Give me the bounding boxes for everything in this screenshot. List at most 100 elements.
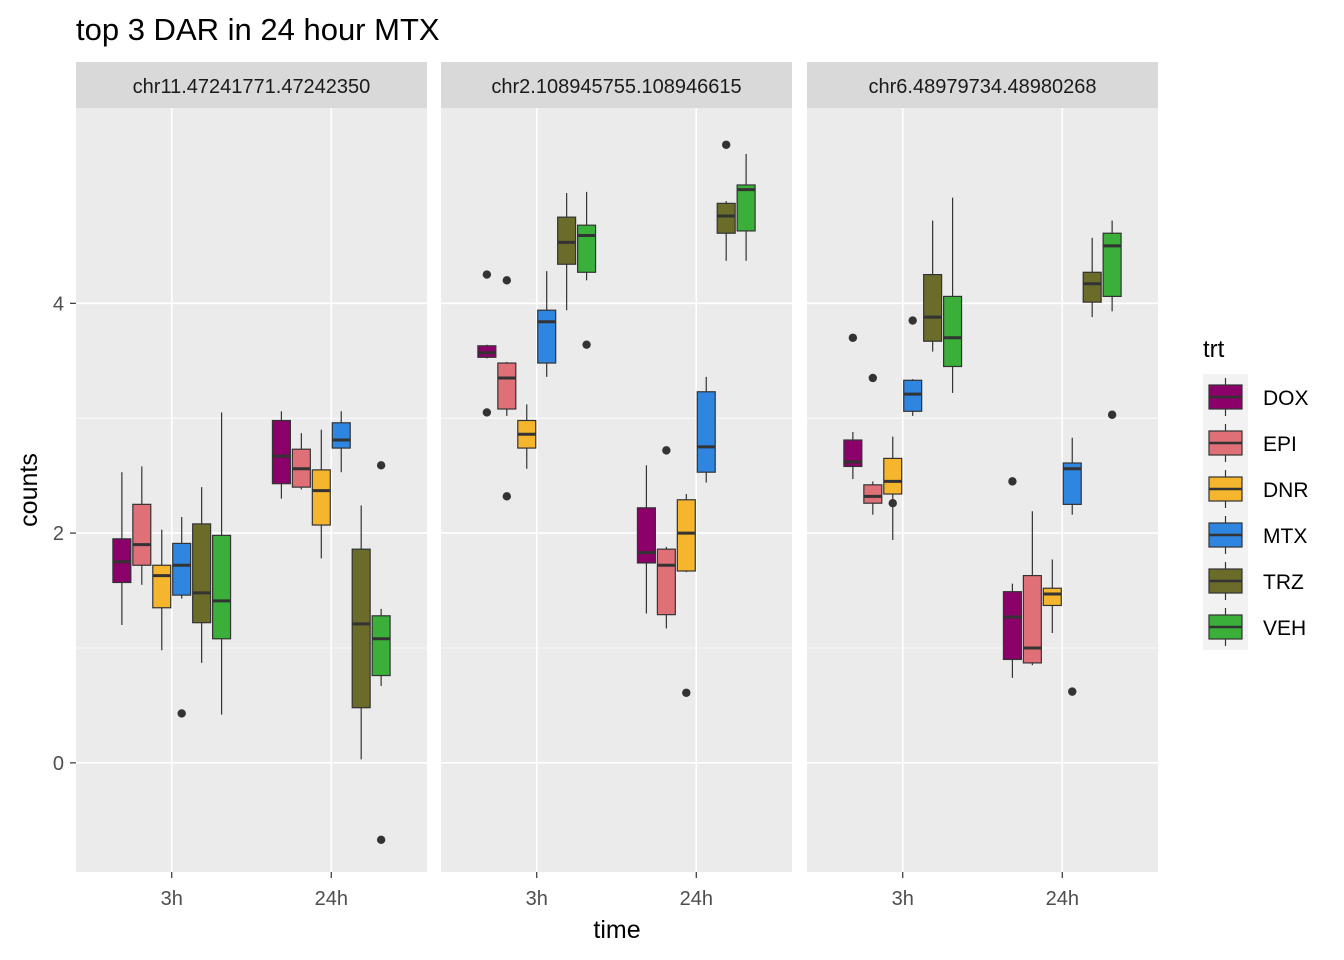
box-trz — [351, 505, 371, 760]
legend-label: TRZ — [1263, 571, 1304, 594]
facet-strip — [807, 62, 1158, 108]
y-tick-label: 0 — [53, 753, 64, 775]
box-body — [736, 184, 756, 232]
box-body — [172, 542, 192, 596]
box-body — [311, 469, 331, 526]
y-tick-label: 4 — [53, 293, 64, 315]
box-body — [192, 523, 212, 624]
box-veh — [1102, 220, 1122, 419]
box-body — [656, 548, 676, 616]
box-epi — [863, 373, 883, 515]
box-body — [212, 534, 232, 640]
x-tick-label: 24h — [680, 888, 713, 910]
box-trz — [1082, 237, 1102, 318]
outlier-point — [662, 446, 671, 455]
box-body — [271, 419, 291, 485]
legend-key-epi — [1208, 424, 1243, 462]
box-body — [152, 564, 172, 609]
box-body — [497, 362, 517, 410]
box-body — [351, 548, 371, 709]
box-dnr — [311, 429, 331, 559]
box-body — [943, 295, 963, 368]
outlier-point — [868, 373, 878, 383]
facet-panel: chr2.108945755.108946615 3h 24h — [441, 62, 792, 910]
legend-key-dox — [1208, 378, 1243, 416]
outlier-point — [1107, 410, 1117, 419]
panel-background — [807, 108, 1158, 872]
box-body — [1022, 574, 1042, 664]
box-veh — [943, 197, 963, 393]
box-veh — [212, 412, 232, 715]
box-dox — [1002, 477, 1022, 678]
y-tick-label: 2 — [53, 523, 64, 545]
box-dox — [477, 270, 497, 417]
box-dnr — [1042, 559, 1062, 634]
panel-background — [76, 108, 427, 872]
box-body — [883, 457, 903, 495]
legend-key-veh — [1208, 608, 1243, 646]
box-dox — [636, 465, 656, 614]
box-body — [557, 216, 577, 265]
outlier-point — [376, 835, 386, 845]
x-axis-label: time — [593, 916, 640, 944]
x-tick-label: 3h — [161, 888, 183, 910]
outlier-point — [1068, 687, 1077, 696]
box-body — [1102, 232, 1122, 298]
facet-strip — [441, 62, 792, 108]
outlier-point — [502, 492, 512, 501]
outlier-point — [376, 461, 386, 470]
x-tick-label: 3h — [892, 888, 914, 910]
box-body — [577, 224, 597, 273]
box-mtx — [331, 411, 351, 473]
outlier-point — [1008, 477, 1017, 486]
legend-label: MTX — [1263, 525, 1307, 548]
outlier-point — [502, 276, 512, 285]
box-dox — [112, 472, 132, 625]
outlier-point — [482, 408, 492, 417]
legend-label: DOX — [1263, 387, 1309, 410]
box-body — [1082, 271, 1102, 303]
box-dox — [271, 411, 291, 499]
box-epi — [497, 276, 517, 501]
box-mtx — [903, 316, 923, 416]
box-mtx — [1062, 437, 1082, 696]
box-veh — [736, 153, 756, 261]
facet-strip-label: chr2.108945755.108946615 — [491, 76, 741, 98]
box-veh — [577, 191, 597, 349]
legend: trt DOX EPI DNR MTX TRZ VEH — [1203, 336, 1309, 650]
box-epi — [656, 446, 676, 629]
box-epi — [291, 433, 311, 490]
box-dox — [843, 333, 863, 480]
panel-background — [441, 108, 792, 872]
legend-key-trz — [1208, 562, 1243, 600]
legend-key-mtx — [1208, 516, 1243, 554]
legend-key-dnr — [1208, 470, 1243, 508]
x-tick-label: 24h — [315, 888, 348, 910]
box-body — [1042, 587, 1062, 607]
legend-title: trt — [1203, 336, 1225, 363]
outlier-point — [582, 340, 591, 349]
box-dnr — [152, 529, 172, 651]
box-mtx — [696, 376, 716, 483]
facet-panel: chr11.47241771.47242350 3h 24h — [76, 62, 427, 910]
box-body — [923, 273, 943, 342]
box-trz — [557, 193, 577, 311]
box-body — [676, 499, 696, 572]
facet-strip-label: chr11.47241771.47242350 — [133, 76, 371, 98]
box-body — [903, 379, 923, 412]
x-tick-label: 24h — [1046, 888, 1079, 910]
facet-panel: chr6.48979734.48980268 3h 24h — [807, 62, 1158, 910]
legend-label: EPI — [1263, 433, 1297, 456]
chart-title: top 3 DAR in 24 hour MTX — [76, 12, 440, 47]
outlier-point — [888, 499, 897, 508]
box-dnr — [676, 494, 696, 697]
box-mtx — [172, 516, 192, 718]
box-mtx — [537, 271, 557, 377]
outlier-point — [682, 688, 691, 697]
outlier-point — [177, 709, 186, 718]
box-body — [331, 422, 351, 449]
box-body — [537, 309, 557, 364]
legend-key-background — [1203, 374, 1248, 650]
